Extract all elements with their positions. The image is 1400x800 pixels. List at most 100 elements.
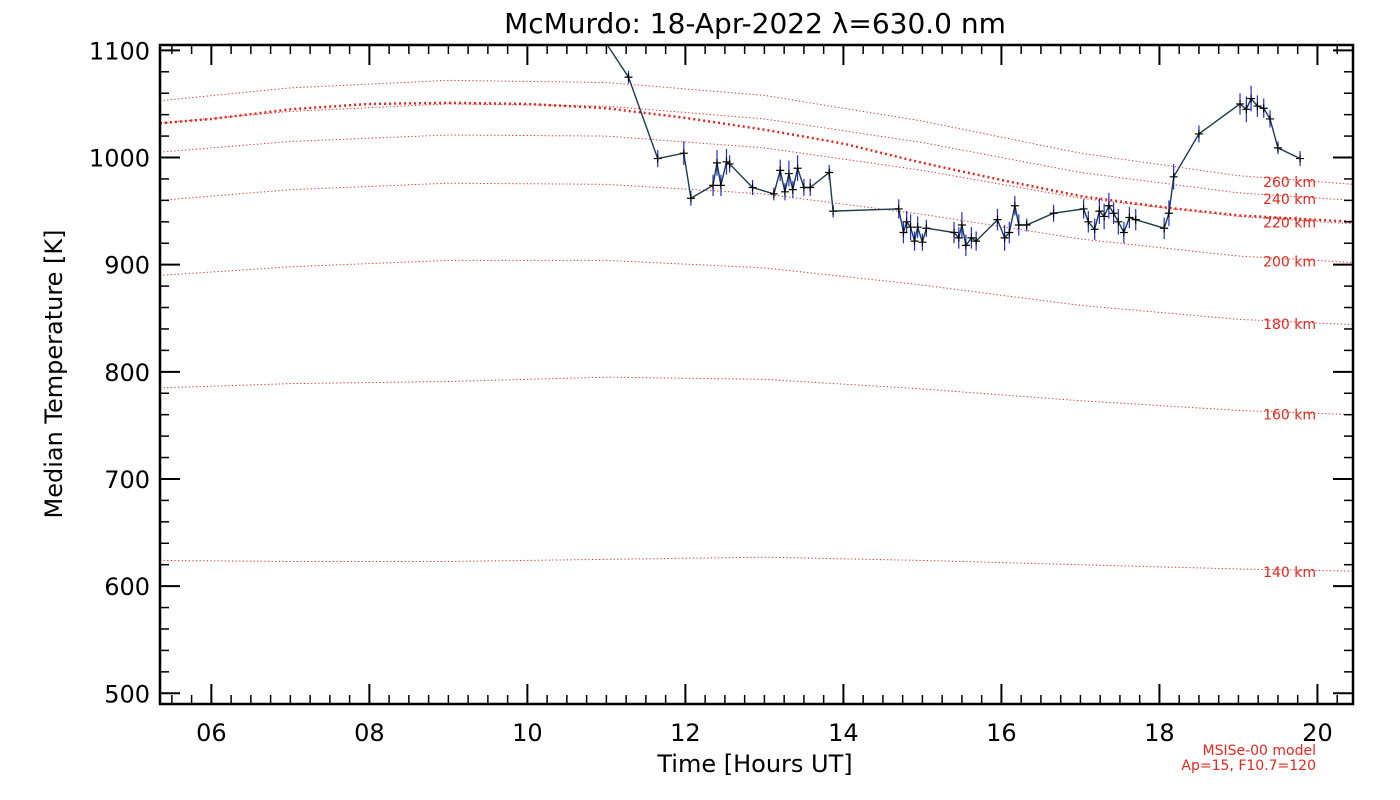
x-tick-label: 18 [1144, 719, 1175, 747]
data-point [806, 183, 815, 192]
data-point [1022, 221, 1031, 230]
model-params: Ap=15, F10.7=120 [1181, 758, 1316, 774]
data-point [829, 207, 838, 216]
data-point [825, 168, 834, 177]
x-tick-label: 06 [196, 719, 227, 747]
data-point [784, 169, 793, 178]
plot-frame [158, 43, 1355, 706]
y-tick-label: 600 [104, 573, 150, 601]
model-curve-5 [160, 103, 1353, 201]
x-tick-label: 20 [1302, 719, 1333, 747]
x-axis-label: Time [Hours UT] [656, 750, 852, 778]
data-point [679, 149, 688, 158]
data-point [1125, 213, 1134, 222]
chart-title: McMurdo: 18-Apr-2022 λ=630.0 nm [504, 7, 1006, 40]
data-point [899, 228, 908, 237]
data-point [1049, 209, 1058, 218]
data-point [788, 185, 797, 194]
data-point [776, 166, 785, 175]
data-point [686, 194, 695, 203]
data-point [1079, 204, 1088, 213]
data-point [1095, 207, 1104, 216]
data-point [1169, 172, 1178, 181]
model-curve-label-1: 160 km [1263, 408, 1316, 424]
data-point [1114, 217, 1123, 226]
data-point [1164, 209, 1173, 218]
x-tick-label: 08 [354, 719, 385, 747]
data-point [1194, 129, 1203, 138]
data-point [950, 228, 959, 237]
data-point [1104, 201, 1113, 210]
y-tick-label: 800 [104, 359, 150, 387]
data-point [957, 221, 966, 230]
data-point [906, 223, 915, 232]
model-note: MSISe-00 model [1202, 743, 1316, 759]
data-point [624, 73, 633, 82]
model-curve-label-4: 220 km [1263, 215, 1316, 231]
data-point [972, 237, 981, 246]
model-curve-label-3: 200 km [1263, 254, 1316, 270]
data-point [653, 154, 662, 163]
data-point [1005, 228, 1014, 237]
data-point [902, 217, 911, 226]
data-point [793, 164, 802, 173]
y-tick-label: 900 [104, 252, 150, 280]
data-point [910, 237, 919, 246]
data-point [780, 187, 789, 196]
model-curve-label-0: 140 km [1263, 565, 1316, 581]
data-point [748, 183, 757, 192]
data-point [1160, 224, 1169, 233]
x-tick-label: 14 [828, 719, 859, 747]
data-point [1236, 99, 1245, 108]
data-point [894, 204, 903, 213]
data-point [1296, 154, 1305, 163]
model-curve-0 [160, 556, 1353, 572]
model-curve-6 [160, 79, 1353, 185]
data-point [961, 241, 970, 250]
x-tick-label: 16 [986, 719, 1017, 747]
model-curve-1 [160, 376, 1353, 416]
y-axis-label: Median Temperature [K] [40, 229, 68, 518]
data-point [1100, 212, 1109, 221]
axis-ticks-layer: 140 km 160 km 180 km 200 km 220 km 240 km260 … [89, 37, 1353, 747]
data-point [1000, 233, 1009, 242]
data-point [954, 233, 963, 242]
data-point [712, 158, 721, 167]
model-curve-label-5: 240 km [1263, 192, 1316, 208]
data-point [769, 189, 778, 198]
data-point [1273, 143, 1282, 152]
model-curve-highlight [160, 101, 1353, 224]
x-tick-label: 10 [512, 719, 543, 747]
data-point [1131, 215, 1140, 224]
data-point [725, 159, 734, 168]
y-tick-label: 1100 [89, 37, 150, 65]
model-curve-2 [160, 259, 1353, 326]
data-point [1247, 94, 1256, 103]
data-point [918, 238, 927, 247]
data-point [1119, 228, 1128, 237]
x-tick-label: 12 [670, 719, 701, 747]
y-tick-label: 700 [104, 466, 150, 494]
measurement-layer [601, 45, 1305, 257]
model-curve-label-2: 180 km [1263, 317, 1316, 333]
data-point [1090, 225, 1099, 234]
data-point [1242, 105, 1251, 114]
data-point [1259, 104, 1268, 113]
data-point [1084, 217, 1093, 226]
model-curves-layer [160, 79, 1353, 572]
y-tick-label: 500 [104, 680, 150, 708]
y-tick-label: 1000 [89, 145, 150, 173]
data-point [913, 223, 922, 232]
model-curve-3 [160, 182, 1353, 263]
data-point [922, 224, 931, 233]
data-point [1266, 114, 1275, 123]
measurement-line [606, 45, 1301, 248]
data-point [993, 215, 1002, 224]
data-point [1253, 102, 1262, 111]
data-point [1010, 201, 1019, 210]
data-point [709, 181, 718, 190]
data-point [716, 181, 725, 190]
data-point [1109, 209, 1118, 218]
data-point [1014, 221, 1023, 230]
